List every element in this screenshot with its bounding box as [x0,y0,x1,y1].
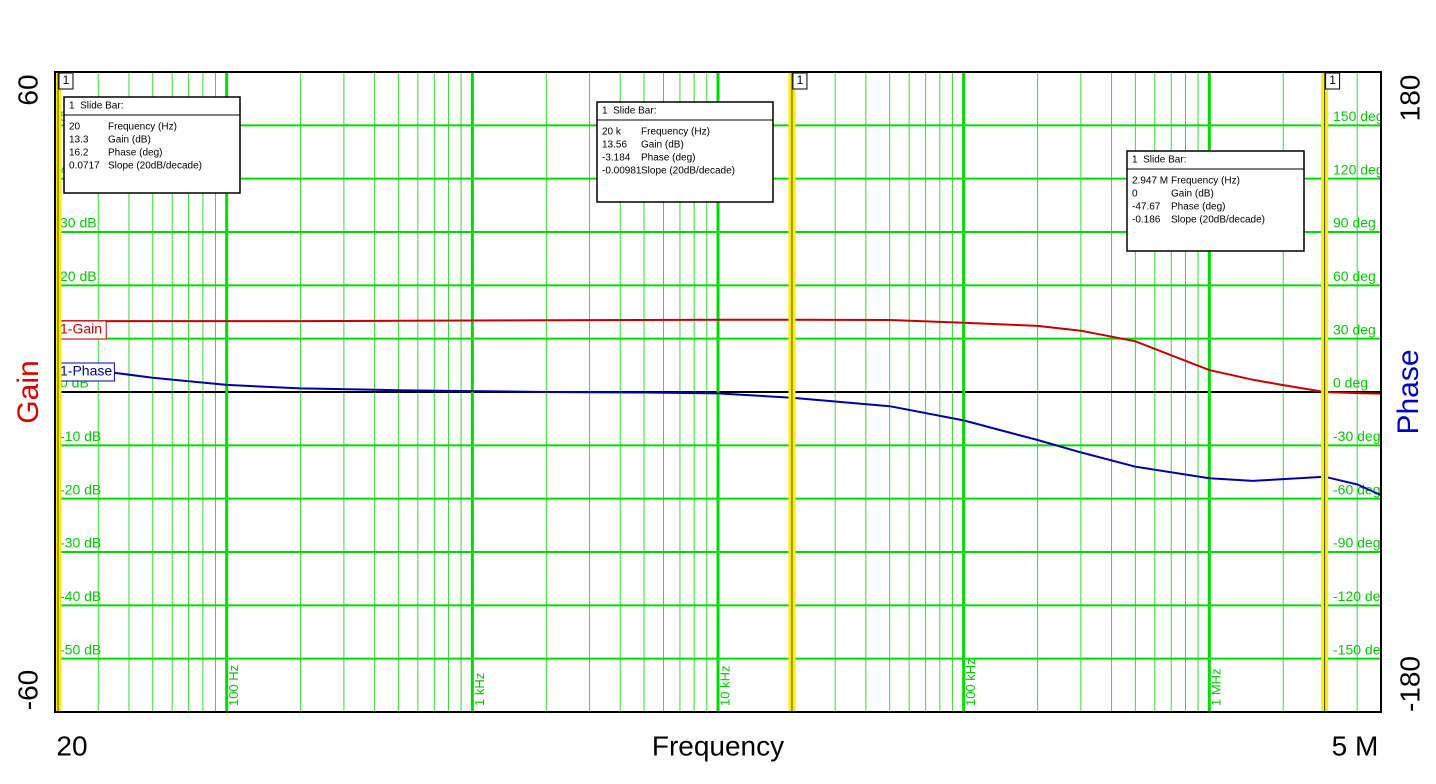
y2-min-label: -180 [1394,656,1425,712]
x-tick-label: 1 MHz [1209,668,1224,706]
slide-box-value: -0.186 [1132,215,1161,226]
y2-axis-title: Phase [1392,349,1425,434]
y-tick-label: -30 dB [60,535,101,551]
y-tick-label: -10 dB [60,428,101,444]
slide-box [596,101,774,203]
cursors: 1 1 Slide Bar: 20 Frequency (Hz) 13.3 Gain (d… [54,72,1341,712]
x-tick-label: 1 kHz [472,673,487,706]
y2-tick-label: 60 deg [1333,268,1376,284]
x-axis-title: Frequency [652,730,784,761]
curves: 1-Gain 1-Phase [54,318,1382,497]
slide-box-value: 0 [1132,189,1138,200]
slide-box-value: -47.67 [1132,202,1161,213]
cursor-tag-label: 1 [797,73,804,87]
series-line [54,362,1382,497]
y2-tick-label: -60 deg [1333,481,1380,497]
y-tick-label: -20 dB [60,481,101,497]
y2-tick-label: 120 deg [1333,161,1384,177]
cursor-tag-label: 1 [63,73,70,87]
x-tick-label: 100 Hz [226,665,241,706]
slide-box-field: Gain (dB) [641,140,684,151]
y2-tick-label: 0 deg [1333,375,1368,391]
y2-tick-label: -90 deg [1333,535,1380,551]
slide-box-value: 16.2 [69,148,89,159]
slide-box-value: 20 [69,122,81,133]
y-axis-title: Gain [12,360,45,423]
y2-max-label: 180 [1394,75,1425,122]
x-tick-label: 10 kHz [717,666,732,706]
y2-tick-label: 30 deg [1333,321,1376,337]
slide-box [63,96,241,194]
slide-box-field: Slope (20dB/decade) [108,161,202,172]
y2-tick-label: -150 deg [1333,641,1388,657]
x-max-label: 5 M [1332,730,1379,761]
slide-box-value: 13.56 [602,140,627,151]
legend-label: 1-Phase [60,363,112,379]
y-tick-label: 30 dB [60,215,97,231]
slide-box-field: Frequency (Hz) [108,122,177,133]
slide-box [1126,150,1305,252]
slide-box-value: 0.0717 [69,161,100,172]
y2-tick-label: -30 deg [1333,428,1380,444]
slide-box-value: -0.00981 [602,166,642,177]
y2-tick-label: -120 deg [1333,588,1388,604]
slide-box-field: Gain (dB) [1171,189,1214,200]
slide-box-value: -3.184 [602,153,631,164]
slide-box-title: 1 Slide Bar: [69,101,123,112]
slide-box-field: Slope (20dB/decade) [641,166,735,177]
slide-box-value: 13.3 [69,135,89,146]
plot-frame [54,71,1382,713]
cursor-tag-label: 1 [1329,73,1336,87]
y-tick-label: -50 dB [60,641,101,657]
slide-box-title: 1 Slide Bar: [1132,155,1186,166]
x-tick-label: 100 kHz [963,658,978,706]
slide-box-title: 1 Slide Bar: [602,106,656,117]
series-line [55,318,1382,395]
slide-box-field: Phase (deg) [641,153,695,164]
y2-tick-label: 90 deg [1333,215,1376,231]
slide-box-field: Slope (20dB/decade) [1171,215,1265,226]
slide-box-field: Phase (deg) [108,148,162,159]
y-max-label: 60 [12,74,43,105]
slide-box-field: Gain (dB) [108,135,151,146]
y-tick-label: 20 dB [60,268,97,284]
y2-tick-label: 150 deg [1333,108,1384,124]
y-tick-label: -40 dB [60,588,101,604]
legend-label: 1-Gain [60,321,102,337]
slide-box-value: 20 k [602,127,622,138]
slide-box-value: 2.947 M [1132,176,1168,187]
slide-box-field: Frequency (Hz) [641,127,710,138]
y-min-label: -60 [12,670,43,710]
slide-box-field: Phase (deg) [1171,202,1225,213]
slide-box-field: Frequency (Hz) [1171,176,1240,187]
x-min-label: 20 [56,730,87,761]
